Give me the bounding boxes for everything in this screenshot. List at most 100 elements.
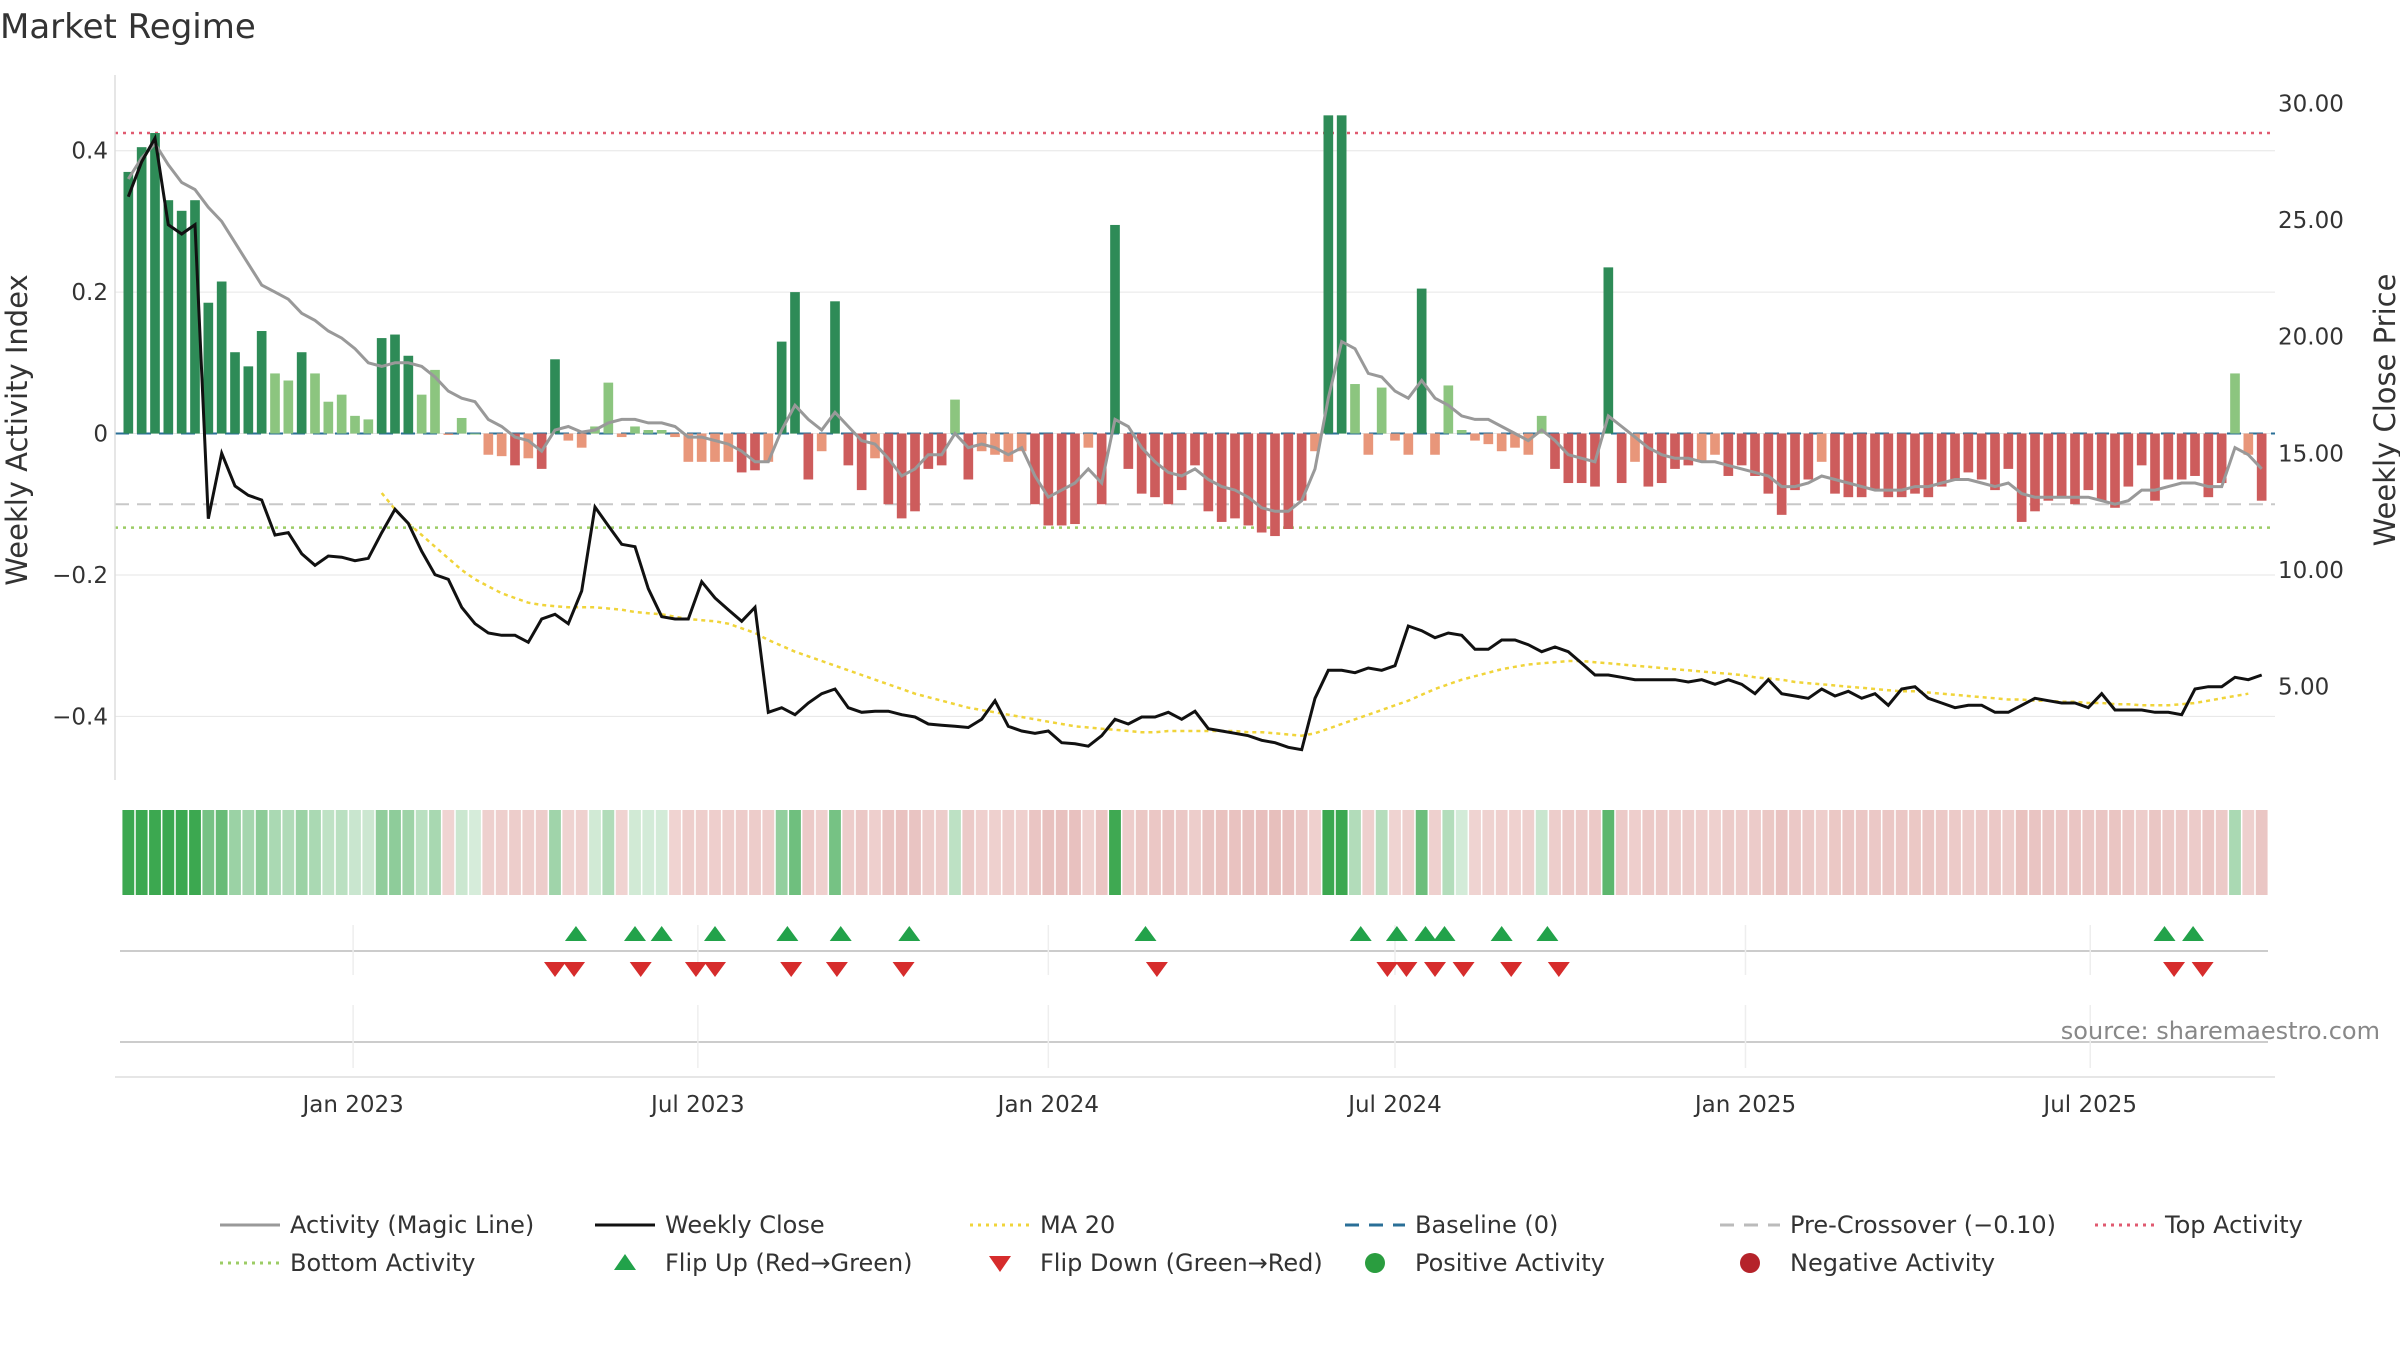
heat-cell [1962, 810, 1975, 895]
right-axis-label: Weekly Close Price [2368, 274, 2400, 547]
heat-cell [682, 810, 695, 895]
flip-down-marker [563, 962, 586, 977]
activity-bar [1616, 433, 1627, 484]
heat-cell [1229, 810, 1241, 895]
flip-up-marker [1490, 926, 1513, 941]
activity-bar [1176, 433, 1187, 491]
activity-bar [1816, 433, 1827, 462]
heat-cell [402, 810, 415, 895]
heat-cell [535, 810, 548, 895]
activity-bar [976, 433, 987, 452]
activity-bar [616, 433, 627, 438]
heat-cell [949, 810, 961, 895]
activity-bar [203, 302, 214, 434]
legend-item: Pre-Crossover (−0.10) [1720, 1211, 2056, 1239]
heat-cell [1535, 810, 1548, 895]
heat-cell [602, 810, 615, 895]
activity-bar [1043, 433, 1054, 526]
activity-bar [856, 433, 867, 491]
activity-bar [443, 433, 454, 435]
activity-bar [603, 382, 614, 434]
x-axis: Jan 2023 Jul 2023 Jan 2024 Jul 2024 Jan 2025… [115, 1076, 2275, 1118]
activity-bar [1030, 433, 1040, 505]
activity-bar [923, 433, 934, 469]
heat-cell [1749, 810, 1761, 895]
activity-bar [2083, 433, 2094, 491]
heat-cell [1189, 810, 1201, 895]
x-tick-label: Jan 2025 [1693, 1092, 1796, 1118]
heat-cell [2082, 810, 2095, 895]
activity-bar [1723, 433, 1734, 476]
activity-bar [470, 433, 480, 435]
legend-label: Pre-Crossover (−0.10) [1790, 1211, 2056, 1239]
heat-cell [1109, 810, 1121, 895]
right-tick-label: 30.00 [2278, 91, 2344, 117]
heat-cell [2202, 810, 2215, 895]
heat-cell [1935, 810, 1948, 895]
heat-cell [695, 810, 708, 895]
heat-cell [975, 810, 988, 895]
activity-bar [496, 433, 507, 457]
legend: Activity (Magic Line) Weekly Close MA 20 Ba… [220, 1211, 2303, 1277]
flip-up-marker [1536, 926, 1559, 941]
activity-bar [1376, 387, 1387, 434]
activity-bar [723, 433, 734, 462]
flip-up-marker [1385, 926, 1408, 941]
heat-cell [202, 810, 215, 895]
heat-cell [2042, 810, 2055, 895]
heat-cell [1842, 810, 1855, 895]
heat-cell [189, 810, 201, 895]
flip-down-marker [1500, 962, 1523, 977]
heat-cell [442, 810, 455, 895]
activity-bar [1656, 433, 1667, 484]
heat-cell [1269, 810, 1281, 895]
activity-bar [2150, 433, 2160, 501]
legend-swatch [989, 1256, 1011, 1272]
heat-cell [909, 810, 921, 895]
heat-cell [1669, 810, 1681, 895]
flip-down-marker [1547, 962, 1570, 977]
flip-down-marker [825, 962, 848, 977]
activity-bar [510, 433, 520, 466]
heat-cell [2242, 810, 2255, 895]
activity-bar [216, 281, 227, 434]
heat-cell [2109, 810, 2121, 895]
heat-cell [2189, 810, 2201, 895]
activity-bar [2136, 433, 2147, 466]
heat-cell [895, 810, 908, 895]
flip-up-marker [1414, 926, 1437, 941]
heat-cell [2029, 810, 2041, 895]
activity-bar [310, 373, 320, 434]
heat-cell [1349, 810, 1361, 895]
heat-cell [749, 810, 761, 895]
activity-bar [270, 373, 280, 434]
activity-bar [2216, 433, 2227, 484]
flip-down-marker [1452, 962, 1475, 977]
heat-cell [775, 810, 788, 895]
legend-item: Bottom Activity [220, 1249, 475, 1277]
heat-cell [1282, 810, 1295, 895]
activity-bar [1083, 433, 1094, 448]
activity-bar [1430, 433, 1440, 455]
activity-bar [1936, 433, 1947, 487]
activity-bar [1670, 433, 1680, 469]
activity-bar [1883, 433, 1894, 498]
heat-cell [135, 810, 148, 895]
activity-bar [1710, 433, 1720, 455]
flip-up-marker [1433, 926, 1456, 941]
heat-cell [282, 810, 295, 895]
activity-bar [1003, 433, 1014, 462]
heat-cell [1242, 810, 1255, 895]
heat-cell [842, 810, 855, 895]
heat-cell [269, 810, 281, 895]
heat-cell [1175, 810, 1188, 895]
activity-bar [576, 433, 587, 448]
heat-cell [2055, 810, 2068, 895]
heat-cell [1575, 810, 1588, 895]
x-tick-label: Jul 2023 [649, 1092, 745, 1118]
activity-bar [1563, 433, 1574, 484]
flip-down-marker [1424, 962, 1446, 977]
activity-bar [1070, 433, 1080, 525]
heat-cell [309, 810, 321, 895]
heat-cell [1055, 810, 1068, 895]
